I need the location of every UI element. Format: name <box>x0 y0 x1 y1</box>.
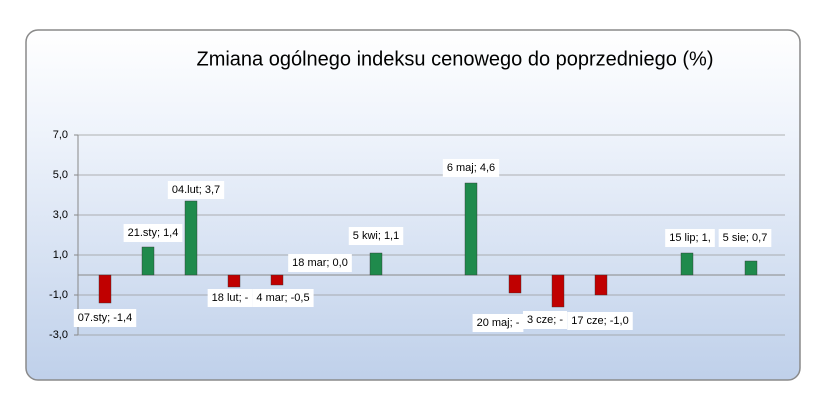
data-label-box <box>567 312 633 330</box>
data-label: 15 lip; 1, <box>669 232 711 244</box>
bar <box>594 274 608 296</box>
data-label-box <box>73 309 137 327</box>
data-label-box <box>123 224 183 242</box>
bar <box>141 246 155 276</box>
bar <box>369 252 383 276</box>
y-tick-label: 7,0 <box>53 129 68 141</box>
bar <box>551 274 565 308</box>
data-label: 20 maj; - <box>477 317 520 329</box>
bar <box>464 182 478 276</box>
data-label-box <box>718 229 772 247</box>
data-label-box <box>442 159 500 177</box>
data-label-box <box>207 289 253 307</box>
chart-title: Zmiana ogólnego indeksu cenowego do popr… <box>196 48 713 70</box>
data-label-box <box>472 314 524 332</box>
data-label: 5 kwi; 1,1 <box>353 230 399 242</box>
y-tick-label: -1,0 <box>49 289 68 301</box>
data-label: 04.lut; 3,7 <box>172 184 220 196</box>
bar <box>270 274 284 286</box>
bar <box>680 252 694 276</box>
y-tick-label: 1,0 <box>53 249 68 261</box>
data-label: 21.sty; 1,4 <box>128 227 179 239</box>
data-label: 4 mar; -0,5 <box>256 292 309 304</box>
data-label: 07.sty; -1,4 <box>78 312 132 324</box>
data-label: 17 cze; -1,0 <box>571 315 628 327</box>
bar <box>744 260 758 276</box>
data-label: 6 maj; 4,6 <box>447 162 495 174</box>
y-tick-label: -3,0 <box>49 329 68 341</box>
bar <box>184 200 198 276</box>
data-label-box <box>665 229 715 247</box>
chart-area <box>25 29 801 381</box>
data-label: 5 sie; 0,7 <box>723 232 768 244</box>
data-label: 18 lut; - <box>212 292 249 304</box>
data-label-box <box>288 254 352 272</box>
bar <box>98 274 112 304</box>
data-label: 3 cze; - <box>527 314 563 326</box>
data-label-box <box>252 289 314 307</box>
y-tick-label: 3,0 <box>53 209 68 221</box>
bar <box>508 274 522 294</box>
bar <box>227 274 241 288</box>
data-label: 18 mar; 0,0 <box>292 257 348 269</box>
data-label-box <box>348 227 404 245</box>
data-label-box <box>522 311 568 329</box>
data-label-box <box>167 181 225 199</box>
y-tick-label: 5,0 <box>53 169 68 181</box>
